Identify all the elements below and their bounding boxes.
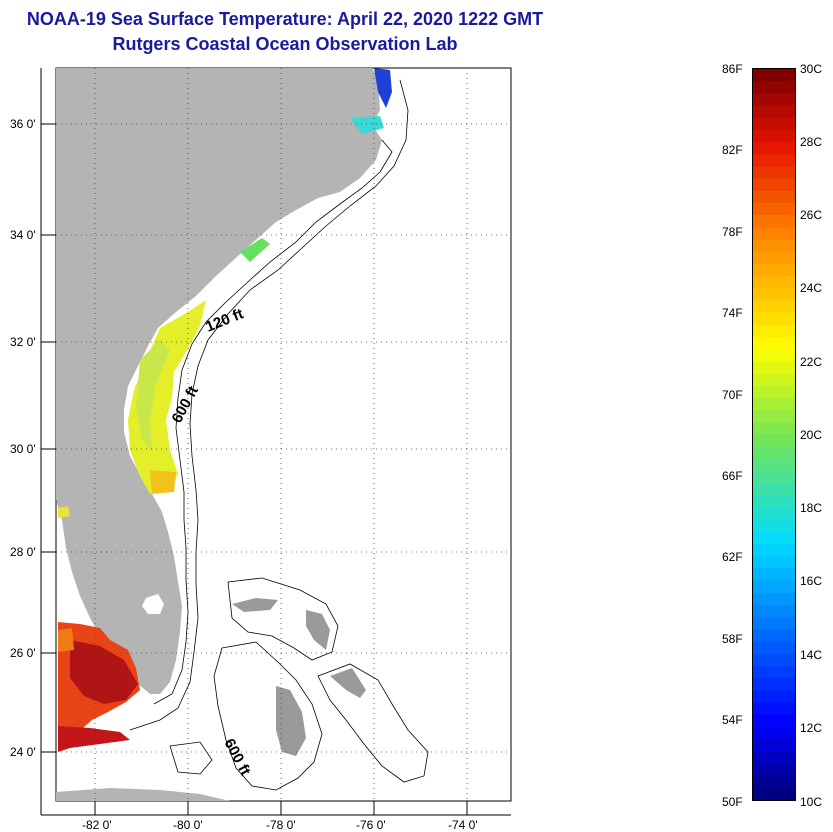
colorbar-c-label: 24C — [800, 281, 823, 295]
sst-patch-chesapeake — [374, 68, 392, 108]
colorbar-f-label: 78F — [722, 225, 743, 239]
sst-patch-gulf-orange — [58, 628, 74, 652]
lon-label: -82 0' — [82, 818, 112, 832]
land-grand-bahama — [232, 598, 278, 612]
sst-patch-gulf-yellow — [58, 506, 70, 518]
colorbar-f-label: 66F — [722, 469, 743, 483]
colorbar-f-label: 58F — [722, 632, 743, 646]
land-eleuthera — [330, 668, 366, 698]
colorbar-f-label: 54F — [722, 713, 743, 727]
contour-600ft — [129, 79, 409, 731]
lat-label: 32 0' — [10, 335, 36, 349]
land-cuba — [56, 788, 230, 801]
colorbar-f-label: 50F — [722, 795, 743, 809]
contour-120ft — [153, 139, 393, 705]
colorbar-c-label: 14C — [800, 648, 823, 662]
colorbar-f-label: 82F — [722, 143, 743, 157]
colorbar-c-label: 20C — [800, 428, 823, 442]
lat-label: 34 0' — [10, 228, 36, 242]
sst-patch-ga-inner — [136, 340, 170, 450]
lon-label: -80 0' — [173, 818, 203, 832]
contour-bahamas-bank — [169, 577, 429, 791]
lat-label: 24 0' — [10, 745, 36, 759]
sst-patch-pamlico — [350, 116, 384, 134]
colorbar-c-label: 28C — [800, 135, 823, 149]
colorbar-c-label: 10C — [800, 795, 823, 809]
sst-patch-keys-hot — [58, 726, 130, 752]
sst-patch-fl-ne-warm — [150, 470, 176, 494]
sst-patch-gulf-hot — [70, 640, 138, 704]
land-mainland — [56, 68, 382, 694]
colorbar-c-label: 30C — [800, 62, 823, 76]
map-title: NOAA-19 Sea Surface Temperature: April 2… — [26, 9, 544, 29]
colorbar-f-label: 74F — [722, 306, 743, 320]
colorbar-f-label: 86F — [722, 62, 743, 76]
lat-label: 28 0' — [10, 545, 36, 559]
lon-label: -76 0' — [356, 818, 386, 832]
colorbar-c-label: 18C — [800, 501, 823, 515]
colorbar-c-label: 16C — [800, 574, 823, 588]
grid-lines — [56, 68, 511, 801]
lon-label: -74 0' — [448, 818, 478, 832]
colorbar-c-label: 12C — [800, 721, 823, 735]
lake-okeechobee — [142, 594, 164, 614]
lat-label: 36 0' — [10, 117, 36, 131]
temperature-colorbar — [752, 68, 796, 801]
land-abaco — [306, 610, 330, 650]
land-andros — [276, 686, 306, 756]
map-subtitle: Rutgers Coastal Ocean Observation Lab — [112, 34, 458, 54]
colorbar-c-label: 22C — [800, 355, 823, 369]
sst-patch-sc-coast — [240, 238, 270, 262]
lat-label: 26 0' — [10, 646, 36, 660]
colorbar-f-label: 70F — [722, 388, 743, 402]
lat-label: 30 0' — [10, 442, 36, 456]
lon-label: -78 0' — [266, 818, 296, 832]
colorbar-c-label: 26C — [800, 208, 823, 222]
tick-marks — [40, 68, 511, 816]
colorbar-f-label: 62F — [722, 550, 743, 564]
